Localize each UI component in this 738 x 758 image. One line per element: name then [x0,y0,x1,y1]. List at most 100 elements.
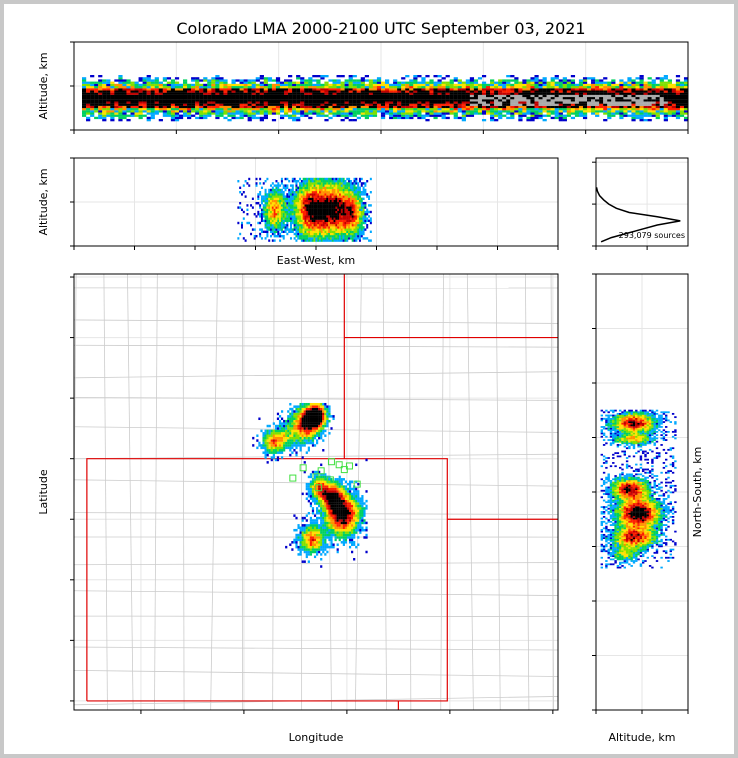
p1-density-cell [344,112,349,115]
p2-density-cell [333,219,336,222]
p2-density-cell [353,215,356,218]
p1-density-cell [259,110,264,113]
p2-density-cell [302,180,305,183]
p1-density-cell [296,105,301,109]
p2-density-cell [260,228,263,231]
p1-density-cell [296,101,301,104]
p2-density-cell [342,208,345,211]
p1-density-cell [469,94,475,98]
p4-density-cell [305,415,308,418]
p1-density-cell [158,88,163,91]
p2-density-cell [275,191,278,194]
p2-density-cell [364,191,367,194]
p2-density-cell [320,230,323,233]
p1-density-cell [380,108,386,111]
p1-density-cell [655,105,660,109]
p1-density-cell [429,99,434,102]
p2-density-cell [311,224,314,227]
p1-density-cell [251,81,256,84]
p1-density-cell [138,90,143,93]
p2-density-cell [289,197,292,200]
p4-density-cell [316,511,319,515]
p1-density-cell [215,116,220,120]
p1-density-cell [332,94,337,98]
p1-density-cell [413,101,418,104]
p1-density-cell [187,101,192,104]
p4-density-cell [264,456,267,459]
p1-density-cell [675,86,681,89]
p1-density-cell [510,105,515,109]
p1-density-cell [643,86,648,89]
p2-density-cell [308,186,311,189]
p1-density-cell [481,83,487,87]
p2-density-cell [337,195,340,198]
p1-density-cell [82,101,87,104]
p4-density-cell [274,444,278,447]
p1-density-cell [683,97,688,100]
p4-density-cell [303,441,306,445]
p2-density-cell [351,217,354,220]
p2-density-cell [342,180,345,183]
p4-density-cell [291,427,294,430]
p2-density-cell [358,230,361,233]
p4-density-cell [307,419,310,423]
p1-density-cell [627,86,632,89]
p2-density-cell [364,184,367,187]
p4-density-cell [303,407,306,411]
p2-density-cell [300,228,303,231]
p1-density-cell [659,77,664,80]
p1-density-cell [514,79,519,82]
p4-density-cell [278,432,282,435]
p1-density-cell [449,101,454,104]
p2-density-cell [320,202,323,205]
p1-density-cell [647,90,652,93]
p1-density-cell [655,86,660,89]
p1-density-cell [457,103,462,106]
p1-density-cell [223,94,228,98]
p2-density-cell [286,197,289,200]
p2-density-cell [308,193,311,196]
p1-density-cell [494,112,499,115]
p1-density-cell [90,94,95,98]
p1-density-cell [340,110,345,113]
p1-density-cell [417,88,422,91]
p1-density-cell [187,88,192,91]
p2-density-cell [297,217,300,220]
p1-density-cell [86,90,91,93]
p4-density-cell [299,402,302,406]
p1-density-cell [530,79,535,82]
p1-density-cell [441,81,446,84]
p1-density-cell [122,110,127,113]
p4-density-cell [291,417,294,421]
p1-density-cell [207,108,212,111]
p2-density-cell [353,199,356,203]
p2-density-cell [306,184,309,187]
p4-density-cell [316,434,319,437]
p1-density-cell [360,103,365,106]
p2-density-cell [317,191,320,194]
p2-density-cell [337,219,340,222]
p1-density-cell [191,110,196,113]
p4-density-cell [297,548,300,551]
p1-density-cell [591,83,596,87]
p2-density-cell [286,217,289,220]
p1-density-cell [344,110,349,113]
p2-density-cell [342,217,345,220]
p2-density-cell [355,193,358,196]
p1-density-cell [126,94,131,98]
p1-density-cell [413,77,418,80]
p4-density-cell [313,434,317,437]
p1-density-cell [227,94,232,98]
p2-density-cell [324,193,327,196]
p1-density-cell [304,108,309,111]
p1-density-cell [473,83,479,87]
p2-density-cell [346,186,349,189]
p2-density-cell [328,197,331,200]
p1-density-cell [102,101,107,104]
p4-density-cell [307,553,310,556]
p1-density-cell [98,105,103,109]
p1-density-cell [393,81,398,84]
p1-density-cell [441,116,446,120]
p2-density-cell [300,202,303,205]
p2-density-cell [362,182,365,185]
